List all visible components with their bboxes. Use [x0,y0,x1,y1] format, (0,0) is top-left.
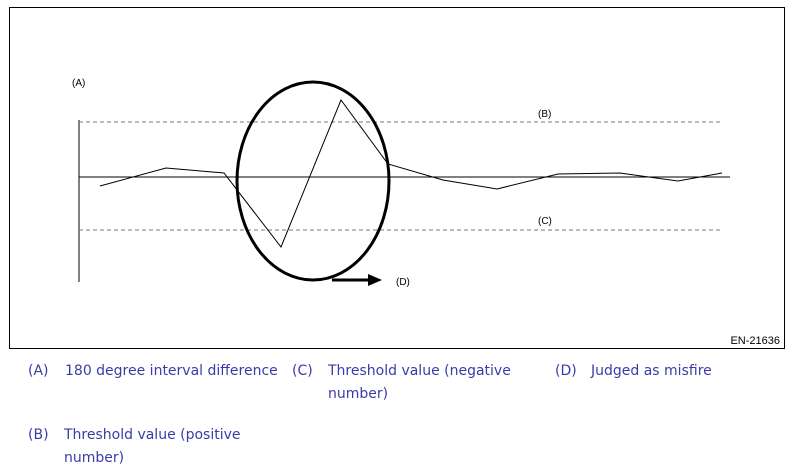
figure-id: EN-21636 [730,335,780,347]
legend-text: Threshold value (negative number) [328,363,511,402]
legend-key: (D) [555,363,577,379]
label-c: (C) [538,216,552,227]
legend-key: (B) [28,427,49,443]
figure: (A) (B) (C) (D) EN-21636 [9,7,785,349]
legend-text: Judged as misfire [591,363,712,379]
label-d: (D) [396,277,410,288]
arrow-head [368,274,382,286]
legend-key: (A) [28,363,49,379]
legend-text: 180 degree interval difference [65,363,278,379]
signal-line [99,98,723,248]
legend-text: Threshold value (positive number) [64,427,241,466]
label-b: (B) [538,109,551,120]
misfire-ellipse [235,80,391,282]
label-a: (A) [72,78,85,89]
legend-key: (C) [292,363,313,379]
figure-frame [9,7,785,349]
